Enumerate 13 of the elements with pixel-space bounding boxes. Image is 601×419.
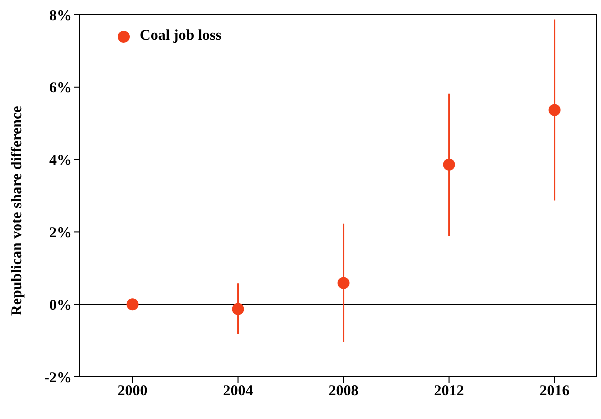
y-tick-label: 4%	[50, 153, 72, 170]
x-tick-label: 2004	[223, 384, 254, 400]
y-tick-label: 0%	[50, 298, 72, 314]
y-axis-title: Republican vote share difference	[9, 106, 26, 316]
x-tick-label: 2008	[328, 384, 359, 400]
y-tick-label: -2%	[44, 370, 72, 386]
x-tick-label: 2000	[118, 384, 148, 400]
legend-label: Coal job loss	[140, 28, 222, 45]
y-tick-label: 6%	[50, 80, 72, 97]
y-tick-label: 2%	[50, 226, 72, 242]
x-tick-label: 2012	[434, 384, 464, 400]
x-tick-label: 2016	[540, 384, 570, 400]
y-tick-label: 8%	[50, 8, 72, 24]
